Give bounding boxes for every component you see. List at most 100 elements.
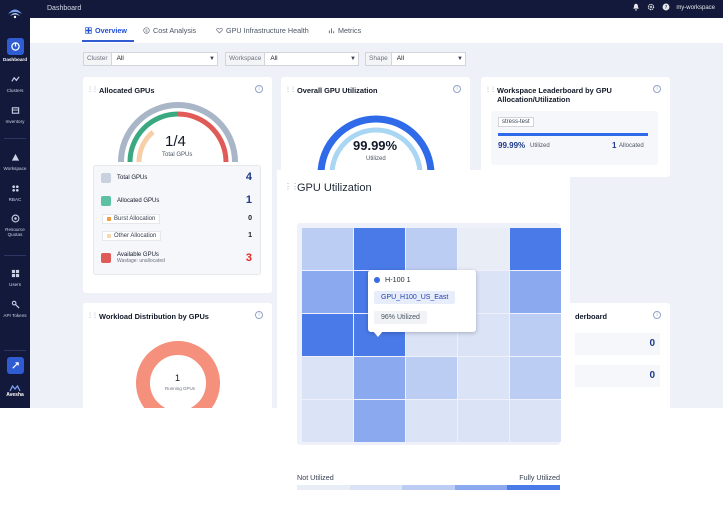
heatmap-cell[interactable] bbox=[510, 271, 561, 313]
info-icon[interactable]: i bbox=[255, 311, 263, 319]
sidebar-collapse-button[interactable] bbox=[0, 357, 30, 376]
sidebar-item-label: Workspace bbox=[3, 166, 27, 171]
sidebar-item-resource-quotas[interactable]: Resource Quotas bbox=[0, 211, 30, 237]
clusters-icon bbox=[10, 75, 20, 82]
heatmap-cell[interactable] bbox=[302, 228, 353, 270]
avesha-logo-icon bbox=[9, 385, 21, 392]
tab-cost-analysis[interactable]: $ Cost Analysis bbox=[143, 26, 196, 35]
info-icon[interactable]: i bbox=[653, 85, 661, 93]
cluster-filter-label: Cluster bbox=[84, 53, 112, 65]
drag-handle-icon[interactable]: ⋮⋮ bbox=[87, 313, 98, 319]
sidebar-item-label: Inventory bbox=[5, 119, 25, 124]
workspace-filter[interactable]: Workspace All ▼ bbox=[225, 52, 359, 66]
card-title: Overall GPU Utilization bbox=[297, 86, 378, 95]
workspace-selector[interactable]: my-workspace bbox=[676, 4, 715, 11]
sidebar-item-api-tokens[interactable]: API Tokens bbox=[0, 297, 30, 318]
heatmap-cell[interactable] bbox=[458, 228, 509, 270]
heatmap-cell[interactable] bbox=[458, 357, 509, 399]
heatmap-cell[interactable] bbox=[458, 400, 509, 442]
rbac-icon bbox=[11, 184, 19, 192]
allocated-stats: Total GPUs 4 Allocated GPUs 1 Burst Allo… bbox=[93, 165, 261, 275]
tab-overview[interactable]: Overview bbox=[85, 26, 127, 35]
heatmap-cell[interactable] bbox=[302, 314, 353, 356]
drag-handle-icon[interactable]: ⋮⋮ bbox=[485, 87, 496, 93]
leaderboard-row-value: 0 bbox=[649, 338, 655, 349]
sidebar-item-users[interactable]: Users bbox=[0, 266, 30, 287]
bell-icon[interactable] bbox=[631, 3, 640, 12]
top-bar-actions: ? my-workspace bbox=[631, 3, 715, 12]
sidebar-item-label: RBAC bbox=[8, 197, 22, 202]
allocated-gpus-value: 1 bbox=[245, 194, 252, 206]
gpu-utilization-panel: ⋮⋮ GPU Utilization bbox=[277, 170, 570, 508]
leaderboard-utilization-bar bbox=[498, 133, 648, 136]
info-icon[interactable]: i bbox=[653, 311, 661, 319]
heatmap-cell[interactable] bbox=[406, 357, 457, 399]
heatmap-cell[interactable] bbox=[510, 357, 561, 399]
leaderboard-row: 0 bbox=[575, 333, 660, 355]
allocated-center-value: 1/4 bbox=[165, 133, 186, 150]
heatmap-cell[interactable] bbox=[406, 400, 457, 442]
sidebar-item-rbac[interactable]: RBAC bbox=[0, 181, 30, 202]
heatmap-cell[interactable] bbox=[510, 228, 561, 270]
legend-swatch bbox=[507, 485, 560, 490]
leaderboard-utilized-label: Utilized bbox=[530, 143, 550, 149]
api-tokens-icon bbox=[11, 300, 20, 309]
workload-distribution-card: ⋮⋮ Workload Distribution by GPUs i 1 Run… bbox=[83, 303, 272, 408]
sidebar-item-label: Resource Quotas bbox=[5, 227, 25, 237]
sidebar-item-clusters[interactable]: Clusters bbox=[0, 72, 30, 93]
drag-handle-icon[interactable]: ⋮⋮ bbox=[285, 87, 296, 93]
other-allocation-label: Other Allocation bbox=[114, 233, 157, 239]
drag-handle-icon[interactable]: ⋮⋮ bbox=[87, 87, 98, 93]
tab-label: Cost Analysis bbox=[153, 26, 197, 35]
sidebar-item-workspace[interactable]: Workspace bbox=[0, 150, 30, 171]
gpu-heatmap bbox=[297, 223, 561, 445]
sidebar-item-label: Clusters bbox=[6, 88, 24, 93]
resource-quotas-icon bbox=[11, 214, 19, 222]
info-icon[interactable]: i bbox=[453, 85, 461, 93]
gear-icon[interactable] bbox=[646, 3, 655, 12]
shape-filter[interactable]: Shape All ▼ bbox=[365, 52, 466, 66]
burst-allocation-label: Burst Allocation bbox=[114, 216, 156, 222]
help-icon[interactable]: ? bbox=[661, 3, 670, 12]
available-gpus-sublabel: Wastage: unallocated bbox=[117, 258, 165, 264]
svg-text:?: ? bbox=[664, 5, 667, 11]
heatmap-cell[interactable] bbox=[354, 357, 405, 399]
legend-swatch bbox=[402, 485, 455, 490]
heatmap-cell[interactable] bbox=[354, 400, 405, 442]
sidebar-item-inventory[interactable]: Inventory bbox=[0, 103, 30, 124]
heatmap-cell[interactable] bbox=[302, 400, 353, 442]
heatmap-cell[interactable] bbox=[406, 228, 457, 270]
sidebar-item-dashboard[interactable]: Dashboard bbox=[0, 38, 30, 62]
allocated-gauge bbox=[118, 102, 238, 163]
heatmap-cell[interactable] bbox=[302, 357, 353, 399]
chevron-down-icon: ▼ bbox=[209, 56, 215, 62]
leaderboard-workspace-tag: stress-test bbox=[498, 117, 534, 127]
leaderboard-utilized-value: 99.99% bbox=[498, 141, 526, 150]
workload-donut bbox=[136, 341, 220, 408]
cluster-filter[interactable]: Cluster All ▼ bbox=[83, 52, 218, 66]
metrics-icon bbox=[328, 28, 335, 34]
workspace-leaderboard-card: ⋮⋮ Workspace Leaderboard by GPU Allocati… bbox=[481, 77, 670, 177]
heatmap-cell[interactable] bbox=[354, 228, 405, 270]
overall-value: 99.99% bbox=[353, 138, 398, 153]
tab-gpu-infrastructure-health[interactable]: GPU Infrastructure Health bbox=[216, 26, 309, 35]
tab-label: Metrics bbox=[338, 26, 362, 35]
heatmap-cell[interactable] bbox=[510, 400, 561, 442]
overall-utilization-card: ⋮⋮ Overall GPU Utilization i 99.99% Util… bbox=[281, 77, 470, 177]
allocated-gpus-label: Allocated GPUs bbox=[117, 198, 160, 204]
tab-label: GPU Infrastructure Health bbox=[226, 26, 309, 35]
workload-label: Running GPUs bbox=[165, 386, 196, 391]
tab-metrics[interactable]: Metrics bbox=[328, 26, 361, 35]
heatmap-cell[interactable] bbox=[302, 271, 353, 313]
info-icon[interactable]: i bbox=[255, 85, 263, 93]
legend-scale bbox=[297, 485, 560, 490]
heatmap-cell[interactable] bbox=[510, 314, 561, 356]
dashboard-content: Overview $ Cost Analysis GPU Infrastruct… bbox=[30, 18, 723, 408]
drag-handle-icon[interactable]: ⋮⋮ bbox=[284, 182, 299, 191]
leaderboard-entry: stress-test 99.99% Utilized 1 Allocated bbox=[491, 111, 658, 165]
leaderboard-allocated-label: Allocated bbox=[619, 143, 644, 149]
tooltip-title: H-100 1 bbox=[374, 275, 411, 284]
shape-filter-label: Shape bbox=[366, 53, 392, 65]
shape-filter-value: All bbox=[396, 55, 405, 62]
heatmap-tooltip: H-100 1 GPU_H100_US_East 96% Utilized bbox=[368, 270, 476, 332]
